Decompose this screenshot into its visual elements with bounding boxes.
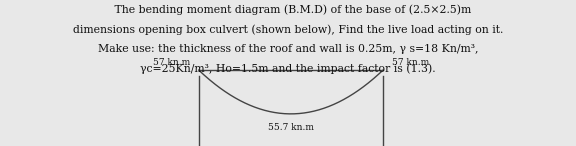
Text: 55.7 kn.m: 55.7 kn.m — [268, 123, 314, 132]
Text: γc=25Kn/m³, Ho=1.5m and the impact factor is (1.3).: γc=25Kn/m³, Ho=1.5m and the impact facto… — [140, 64, 436, 74]
Text: 57 kn.m: 57 kn.m — [153, 58, 190, 67]
Text: dimensions opening box culvert (shown below), Find the live load acting on it.: dimensions opening box culvert (shown be… — [73, 24, 503, 35]
Text: The bending moment diagram (B.M.D) of the base of (2.5×2.5)m: The bending moment diagram (B.M.D) of th… — [104, 4, 472, 15]
Text: Make use: the thickness of the roof and wall is 0.25m, γ s=18 Kn/m³,: Make use: the thickness of the roof and … — [98, 44, 478, 54]
Text: 57 kn.m: 57 kn.m — [392, 58, 429, 67]
